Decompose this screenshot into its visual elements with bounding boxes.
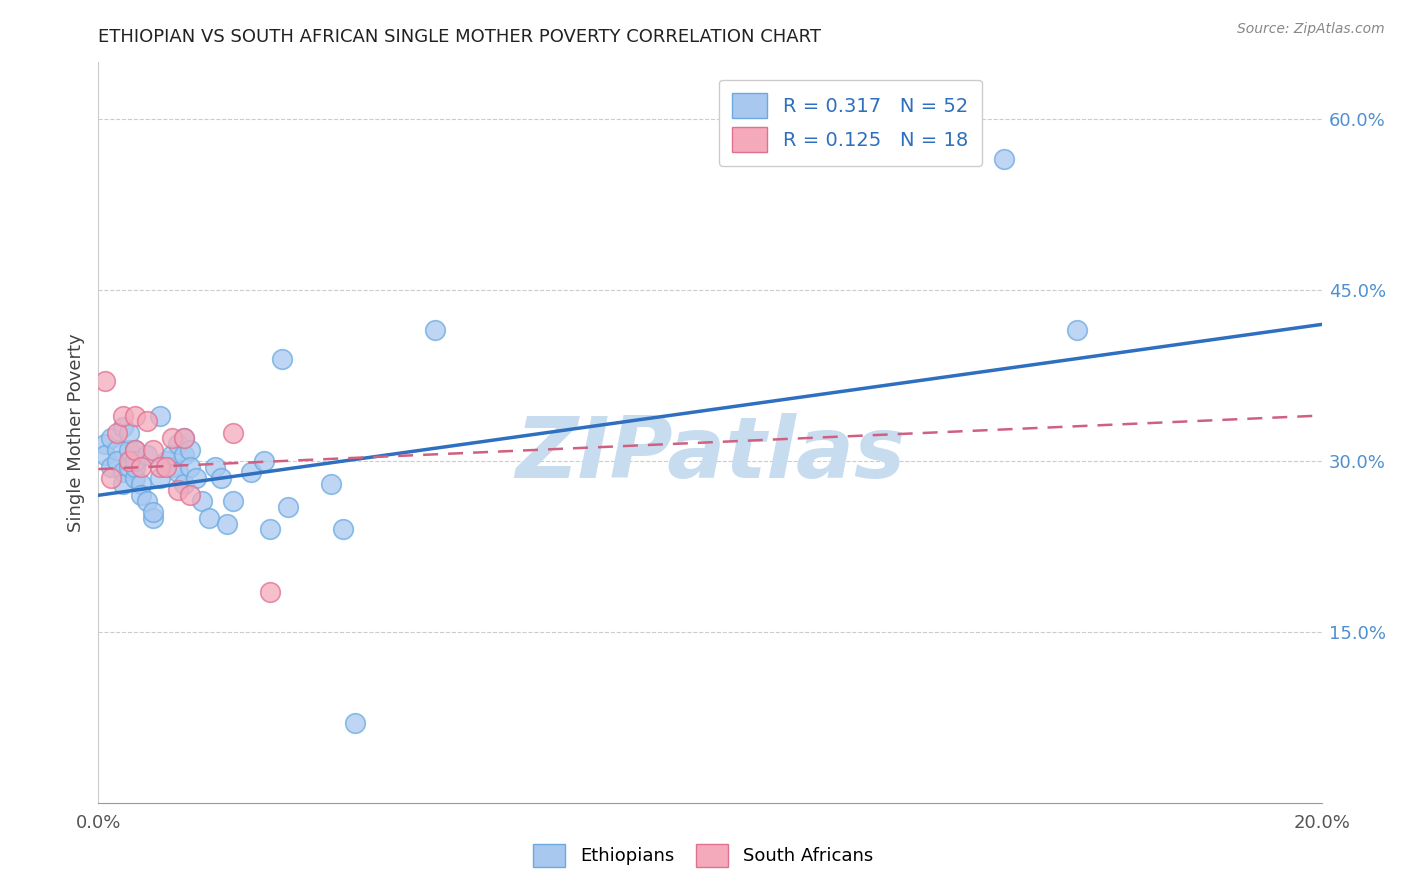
Point bbox=[124, 442, 146, 457]
Point bbox=[277, 500, 299, 514]
Point bbox=[222, 494, 245, 508]
Point bbox=[167, 437, 190, 451]
Point bbox=[100, 471, 122, 485]
Point bbox=[149, 471, 172, 485]
Point bbox=[118, 459, 141, 474]
Point bbox=[160, 459, 183, 474]
Point bbox=[118, 442, 141, 457]
Point bbox=[142, 442, 165, 457]
Point bbox=[240, 466, 263, 480]
Point bbox=[129, 488, 152, 502]
Point bbox=[100, 459, 122, 474]
Point bbox=[155, 454, 177, 468]
Point bbox=[1066, 323, 1088, 337]
Point bbox=[124, 471, 146, 485]
Point bbox=[136, 414, 159, 428]
Point bbox=[186, 471, 208, 485]
Point bbox=[167, 483, 190, 497]
Point bbox=[111, 420, 134, 434]
Text: ZIPatlas: ZIPatlas bbox=[515, 413, 905, 496]
Point bbox=[173, 431, 195, 445]
Point bbox=[93, 375, 115, 389]
Point bbox=[155, 459, 177, 474]
Legend: Ethiopians, South Africans: Ethiopians, South Africans bbox=[526, 837, 880, 874]
Point bbox=[111, 466, 134, 480]
Point bbox=[344, 716, 367, 731]
Point bbox=[252, 454, 274, 468]
Point bbox=[215, 516, 238, 531]
Point bbox=[93, 449, 115, 463]
Point bbox=[142, 505, 165, 519]
Point bbox=[179, 459, 201, 474]
Point bbox=[149, 409, 172, 423]
Point bbox=[191, 494, 214, 508]
Point bbox=[105, 425, 128, 440]
Point bbox=[179, 488, 201, 502]
Point bbox=[105, 442, 128, 457]
Point bbox=[222, 425, 245, 440]
Point bbox=[173, 431, 195, 445]
Point bbox=[423, 323, 446, 337]
Point bbox=[173, 449, 195, 463]
Point bbox=[160, 431, 183, 445]
Point bbox=[105, 454, 128, 468]
Point bbox=[124, 409, 146, 423]
Point bbox=[204, 459, 226, 474]
Point bbox=[197, 511, 219, 525]
Point bbox=[173, 476, 195, 491]
Point bbox=[118, 454, 141, 468]
Point bbox=[149, 459, 172, 474]
Legend: R = 0.317   N = 52, R = 0.125   N = 18: R = 0.317 N = 52, R = 0.125 N = 18 bbox=[718, 79, 981, 166]
Point bbox=[259, 523, 281, 537]
Text: ETHIOPIAN VS SOUTH AFRICAN SINGLE MOTHER POVERTY CORRELATION CHART: ETHIOPIAN VS SOUTH AFRICAN SINGLE MOTHER… bbox=[98, 28, 821, 45]
Point bbox=[124, 454, 146, 468]
Text: Source: ZipAtlas.com: Source: ZipAtlas.com bbox=[1237, 22, 1385, 37]
Point bbox=[136, 494, 159, 508]
Point bbox=[179, 442, 201, 457]
Point bbox=[332, 523, 354, 537]
Point bbox=[259, 585, 281, 599]
Point bbox=[209, 471, 232, 485]
Point bbox=[129, 476, 152, 491]
Point bbox=[319, 476, 342, 491]
Point bbox=[142, 511, 165, 525]
Point bbox=[111, 409, 134, 423]
Point bbox=[129, 459, 152, 474]
Y-axis label: Single Mother Poverty: Single Mother Poverty bbox=[66, 334, 84, 532]
Point bbox=[100, 431, 122, 445]
Point bbox=[93, 437, 115, 451]
Point bbox=[270, 351, 292, 366]
Point bbox=[118, 425, 141, 440]
Point bbox=[124, 459, 146, 474]
Point bbox=[160, 449, 183, 463]
Point bbox=[124, 442, 146, 457]
Point bbox=[111, 476, 134, 491]
Point bbox=[167, 466, 190, 480]
Point bbox=[136, 449, 159, 463]
Point bbox=[993, 153, 1015, 167]
